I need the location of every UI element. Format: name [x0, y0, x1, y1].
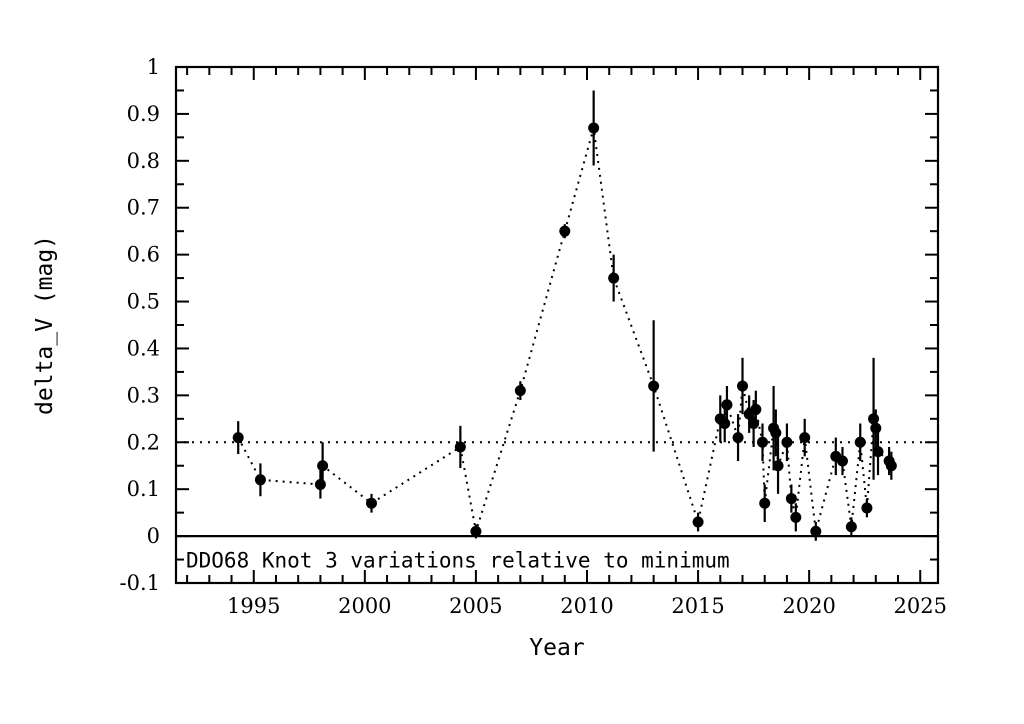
data-point-marker	[470, 525, 482, 537]
y-tick-label: 1	[147, 55, 160, 79]
data-point-marker	[608, 272, 620, 284]
x-tick-label: 1995	[227, 594, 280, 618]
y-tick-label: 0.2	[127, 430, 160, 454]
data-point-marker	[845, 521, 857, 533]
data-point-marker	[559, 225, 571, 237]
y-axis-title: delta_V (mag)	[32, 235, 58, 415]
y-tick-label: 0.7	[127, 196, 160, 220]
x-tick-label: 2025	[894, 594, 947, 618]
data-point-marker	[756, 436, 768, 448]
y-tick-label: 0.4	[127, 336, 160, 360]
data-point-marker	[870, 422, 882, 434]
y-tick-label: 0.6	[127, 243, 160, 267]
data-point-marker	[692, 516, 704, 528]
x-tick-label: 2015	[671, 594, 724, 618]
data-point-marker	[737, 380, 749, 392]
y-tick-label: 0.1	[127, 477, 160, 501]
data-point-marker	[748, 418, 760, 430]
y-tick-label: 0.5	[127, 290, 160, 314]
data-point-marker	[759, 497, 771, 509]
x-axis-title: Year	[529, 635, 584, 661]
data-point-marker	[648, 380, 660, 392]
data-point-marker	[790, 511, 802, 523]
y-tick-label: 0.8	[127, 149, 160, 173]
data-point-marker	[785, 493, 797, 505]
data-point-marker	[514, 385, 526, 397]
x-tick-label: 2010	[560, 594, 613, 618]
data-point-marker	[719, 418, 731, 430]
data-point-marker	[750, 403, 762, 415]
data-point-marker	[365, 497, 377, 509]
plot-frame	[174, 65, 940, 585]
data-point-marker	[799, 432, 811, 444]
data-point-marker	[885, 460, 897, 472]
y-tick-label: 0	[147, 524, 160, 548]
data-point-marker	[781, 436, 793, 448]
x-tick-label: 2020	[782, 594, 835, 618]
plot-annotation: DDO68 Knot 3 variations relative to mini…	[186, 549, 730, 573]
data-point-marker	[317, 460, 329, 472]
data-point-marker	[732, 432, 744, 444]
data-point-marker	[868, 413, 880, 425]
data-point-marker	[861, 502, 873, 514]
y-tick-label: 0.3	[127, 383, 160, 407]
data-connector-line	[237, 127, 893, 532]
data-point-marker	[588, 122, 600, 134]
data-point-marker	[854, 436, 866, 448]
data-point-marker	[872, 446, 884, 458]
y-tick-label: -0.1	[120, 571, 161, 595]
data-point-marker	[254, 474, 266, 486]
data-point-marker	[836, 455, 848, 467]
x-tick-label: 2000	[338, 594, 391, 618]
y-tick-label: 0.9	[127, 102, 160, 126]
data-point-marker	[314, 478, 326, 490]
x-tick-label: 2005	[449, 594, 502, 618]
data-point-marker	[770, 427, 782, 439]
data-point-marker	[454, 441, 466, 453]
data-point-marker	[232, 432, 244, 444]
data-point-marker	[810, 525, 822, 537]
data-point-marker	[772, 460, 784, 472]
data-point-marker	[721, 399, 733, 411]
